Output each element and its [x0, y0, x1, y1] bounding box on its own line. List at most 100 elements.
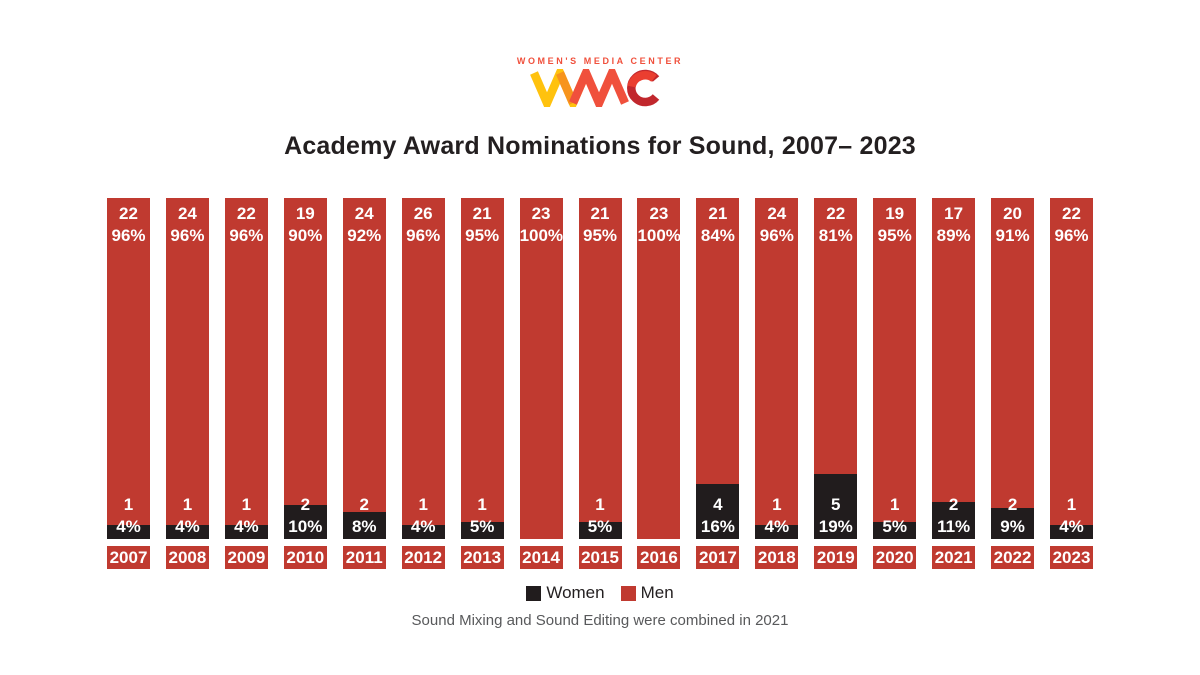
- bar-chart: 22 96% 1 4% 24 96% 1 4% 22 96% 1 4% 19 90% 2 10% 24 92% 2 8…: [107, 198, 1093, 539]
- men-segment: [401, 198, 445, 539]
- men-value-label: 26 96%: [406, 204, 441, 246]
- women-value-label: 1 5%: [587, 494, 613, 536]
- men-segment: [932, 198, 976, 539]
- women-value-label: 5 19%: [818, 494, 853, 536]
- year-label: 2023: [1050, 546, 1093, 569]
- bar-column-2023: 22 96% 1 4%: [1050, 198, 1093, 539]
- year-label: 2011: [342, 546, 386, 569]
- bar-column-2020: 19 95% 1 5%: [873, 198, 917, 539]
- women-value-label: 1 4%: [116, 494, 141, 536]
- women-value-label: 2 10%: [288, 494, 323, 536]
- women-value-label: 1 5%: [469, 494, 495, 536]
- men-value-label: 24 96%: [759, 204, 794, 246]
- legend-item-men: Men: [620, 583, 674, 603]
- men-value-label: 23 100%: [519, 204, 564, 246]
- men-segment: [578, 198, 622, 539]
- bar-column-2019: 22 81% 5 19%: [814, 198, 858, 539]
- men-segment: [165, 198, 209, 539]
- women-segment: [224, 525, 268, 539]
- men-segment: [107, 198, 150, 539]
- bar-column-2015: 21 95% 1 5%: [578, 198, 622, 539]
- women-segment: [991, 508, 1035, 539]
- men-value-label: 24 92%: [347, 204, 382, 246]
- women-value-label: 1 5%: [882, 494, 907, 536]
- women-value-label: 1 4%: [764, 494, 790, 536]
- x-axis-year-labels: 2007 2008 2009 2010 2011 2012 2013 2014 2015 2016…: [107, 546, 1093, 569]
- women-legend-swatch: [526, 585, 542, 601]
- chart-title: Academy Award Nominations for Sound, 200…: [284, 132, 916, 160]
- wmc-logo: WOMEN'S MEDIA CENTER: [0, 0, 1200, 107]
- bar-column-2018: 24 96% 1 4%: [755, 198, 799, 539]
- men-segment: [519, 198, 563, 539]
- men-segment: [696, 198, 740, 539]
- legend-item-women: Women: [526, 583, 605, 603]
- women-segment: [932, 501, 976, 539]
- bar-column-2021: 17 89% 2 11%: [932, 198, 976, 539]
- bar-column-2010: 19 90% 2 10%: [283, 198, 327, 539]
- men-value-label: 17 89%: [936, 204, 971, 246]
- men-value-label: 21 84%: [700, 204, 735, 246]
- bar-column-2022: 20 91% 2 9%: [991, 198, 1035, 539]
- bar-column-2009: 22 96% 1 4%: [224, 198, 268, 539]
- bar-column-2017: 21 84% 4 16%: [696, 198, 740, 539]
- men-segment: [1050, 198, 1093, 539]
- wmc-logo-mark: [530, 69, 660, 107]
- year-label: 2008: [165, 546, 209, 569]
- men-segment: [637, 198, 681, 539]
- year-label: 2013: [460, 546, 504, 569]
- year-label: 2016: [637, 546, 681, 569]
- women-segment: [460, 521, 504, 539]
- men-segment: [755, 198, 799, 539]
- women-segment: [342, 511, 386, 539]
- women-value-label: 1 4%: [1059, 494, 1084, 536]
- men-value-label: 24 96%: [170, 204, 205, 246]
- men-value-label: 23 100%: [637, 204, 681, 246]
- women-segment: [165, 525, 209, 539]
- year-label: 2014: [519, 546, 563, 569]
- men-value-label: 22 96%: [111, 204, 146, 246]
- bar-column-2011: 24 92% 2 8%: [342, 198, 386, 539]
- men-segment: [873, 198, 917, 539]
- men-value-label: 21 95%: [465, 204, 500, 246]
- women-segment: [401, 525, 445, 539]
- year-label: 2015: [578, 546, 622, 569]
- year-label: 2018: [755, 546, 799, 569]
- year-label: 2007: [107, 546, 150, 569]
- women-value-label: 1 4%: [234, 494, 259, 536]
- men-value-label: 19 95%: [877, 204, 912, 246]
- women-segment: [1050, 525, 1093, 539]
- chart-footnote: Sound Mixing and Sound Editing were comb…: [411, 612, 789, 629]
- women-segment: [755, 525, 799, 539]
- women-segment: [578, 521, 622, 539]
- bar-column-2016: 23 100%: [637, 198, 681, 539]
- year-label: 2021: [932, 546, 976, 569]
- men-segment: [224, 198, 268, 539]
- men-value-label: 20 91%: [995, 204, 1030, 246]
- men-value-label: 22 96%: [229, 204, 264, 246]
- men-value-label: 19 90%: [288, 204, 323, 246]
- women-segment: [283, 504, 327, 539]
- women-value-label: 2 9%: [1000, 494, 1025, 536]
- men-segment: [283, 198, 327, 539]
- women-value-label: 2 8%: [351, 494, 377, 536]
- year-label: 2019: [814, 546, 858, 569]
- women-value-label: 4 16%: [700, 494, 735, 536]
- women-legend-label: Women: [546, 583, 605, 602]
- wmc-logo-tagline: WOMEN'S MEDIA CENTER: [516, 56, 684, 66]
- men-value-label: 21 95%: [582, 204, 618, 246]
- bar-column-2008: 24 96% 1 4%: [165, 198, 209, 539]
- bar-column-2013: 21 95% 1 5%: [460, 198, 504, 539]
- year-label: 2012: [401, 546, 445, 569]
- women-value-label: 1 4%: [410, 494, 436, 536]
- men-segment: [991, 198, 1035, 539]
- bar-column-2007: 22 96% 1 4%: [107, 198, 150, 539]
- year-label: 2022: [991, 546, 1035, 569]
- men-segment: [342, 198, 386, 539]
- men-legend-swatch: [620, 585, 636, 601]
- women-segment: [814, 474, 858, 539]
- men-legend-label: Men: [640, 583, 674, 602]
- bar-column-2012: 26 96% 1 4%: [401, 198, 445, 539]
- men-value-label: 22 81%: [818, 204, 853, 246]
- year-label: 2010: [283, 546, 327, 569]
- men-segment: [460, 198, 504, 539]
